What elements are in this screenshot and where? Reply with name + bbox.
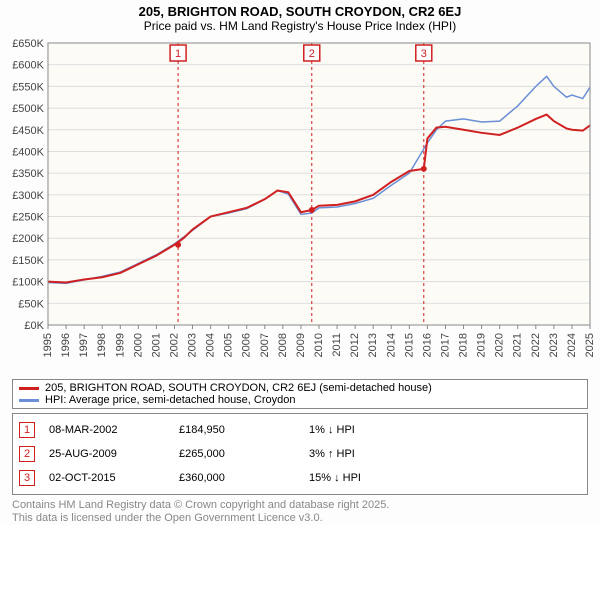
svg-text:£200K: £200K (12, 233, 44, 245)
svg-text:2021: 2021 (512, 333, 524, 357)
chart-plot-area: £0K £50K £100K £150K £200K £250K £300K £350K £40… (0, 35, 600, 375)
sale-event-marker: 3 (19, 470, 35, 486)
svg-text:2019: 2019 (476, 333, 488, 357)
sale-event-date: 08-MAR-2002 (49, 424, 179, 436)
legend-item: HPI: Average price, semi-detached house,… (19, 394, 581, 406)
svg-text:2009: 2009 (295, 333, 307, 357)
sale-event-diff: 15% ↓ HPI (309, 472, 439, 484)
svg-text:2003: 2003 (187, 333, 199, 357)
svg-text:£350K: £350K (12, 168, 44, 180)
sale-event-price: £360,000 (179, 472, 309, 484)
svg-text:1: 1 (175, 48, 181, 60)
svg-text:1997: 1997 (78, 333, 90, 357)
svg-text:£150K: £150K (12, 255, 44, 267)
sale-event-price: £265,000 (179, 448, 309, 460)
svg-text:2024: 2024 (566, 333, 578, 357)
svg-text:2006: 2006 (241, 333, 253, 357)
svg-text:2004: 2004 (205, 333, 217, 357)
chart-container: 205, BRIGHTON ROAD, SOUTH CROYDON, CR2 6… (0, 0, 600, 525)
attribution-footer: Contains HM Land Registry data © Crown c… (12, 499, 588, 525)
svg-text:£100K: £100K (12, 277, 44, 289)
svg-text:2000: 2000 (132, 333, 144, 357)
sale-events-table: 1 08-MAR-2002£184,9501% ↓ HPI 2 25-AUG-2009… (12, 413, 588, 495)
svg-text:2015: 2015 (403, 333, 415, 357)
legend-item: 205, BRIGHTON ROAD, SOUTH CROYDON, CR2 6… (19, 382, 581, 394)
svg-text:£50K: £50K (18, 298, 44, 310)
sale-event-diff: 1% ↓ HPI (309, 424, 439, 436)
legend-swatch (19, 399, 39, 402)
legend: 205, BRIGHTON ROAD, SOUTH CROYDON, CR2 6… (12, 379, 588, 409)
sale-event-marker: 1 (19, 422, 35, 438)
sale-event-row: 3 02-OCT-2015£360,00015% ↓ HPI (19, 466, 581, 490)
svg-text:£450K: £450K (12, 125, 44, 137)
chart-title: 205, BRIGHTON ROAD, SOUTH CROYDON, CR2 6… (0, 4, 600, 19)
svg-text:2011: 2011 (331, 333, 343, 357)
svg-text:2001: 2001 (150, 333, 162, 357)
svg-text:£400K: £400K (12, 146, 44, 158)
svg-text:1995: 1995 (42, 333, 54, 357)
svg-text:2018: 2018 (458, 333, 470, 357)
svg-text:2014: 2014 (385, 333, 397, 357)
svg-text:1998: 1998 (96, 333, 108, 357)
footer-line-1: Contains HM Land Registry data © Crown c… (12, 499, 588, 512)
svg-text:3: 3 (421, 48, 427, 60)
svg-text:£600K: £600K (12, 60, 44, 72)
chart-subtitle: Price paid vs. HM Land Registry's House … (0, 19, 600, 33)
footer-line-2: This data is licensed under the Open Gov… (12, 512, 588, 525)
svg-text:2012: 2012 (349, 333, 361, 357)
svg-text:£650K: £650K (12, 38, 44, 50)
svg-text:2005: 2005 (223, 333, 235, 357)
svg-text:£0K: £0K (24, 320, 44, 332)
svg-text:2016: 2016 (421, 333, 433, 357)
legend-label: HPI: Average price, semi-detached house,… (45, 394, 296, 406)
svg-text:2022: 2022 (530, 333, 542, 357)
svg-text:1999: 1999 (114, 333, 126, 357)
svg-text:2017: 2017 (439, 333, 451, 357)
sale-event-row: 2 25-AUG-2009£265,0003% ↑ HPI (19, 442, 581, 466)
svg-text:£250K: £250K (12, 212, 44, 224)
svg-text:1996: 1996 (60, 333, 72, 357)
svg-text:£300K: £300K (12, 190, 44, 202)
svg-text:2002: 2002 (168, 333, 180, 357)
sale-event-row: 1 08-MAR-2002£184,9501% ↓ HPI (19, 418, 581, 442)
sale-event-date: 25-AUG-2009 (49, 448, 179, 460)
sale-event-price: £184,950 (179, 424, 309, 436)
legend-label: 205, BRIGHTON ROAD, SOUTH CROYDON, CR2 6… (45, 382, 432, 394)
svg-text:2010: 2010 (313, 333, 325, 357)
svg-text:2008: 2008 (277, 333, 289, 357)
sale-event-marker: 2 (19, 446, 35, 462)
svg-text:2: 2 (309, 48, 315, 60)
svg-text:2007: 2007 (259, 333, 271, 357)
svg-text:£500K: £500K (12, 103, 44, 115)
svg-text:2023: 2023 (548, 333, 560, 357)
line-chart-svg: £0K £50K £100K £150K £200K £250K £300K £350K £40… (0, 35, 600, 375)
sale-event-diff: 3% ↑ HPI (309, 448, 439, 460)
sale-event-date: 02-OCT-2015 (49, 472, 179, 484)
svg-text:£550K: £550K (12, 81, 44, 93)
svg-text:2013: 2013 (367, 333, 379, 357)
title-block: 205, BRIGHTON ROAD, SOUTH CROYDON, CR2 6… (0, 0, 600, 35)
svg-text:2025: 2025 (584, 333, 596, 357)
svg-text:2020: 2020 (494, 333, 506, 357)
legend-swatch (19, 387, 39, 390)
